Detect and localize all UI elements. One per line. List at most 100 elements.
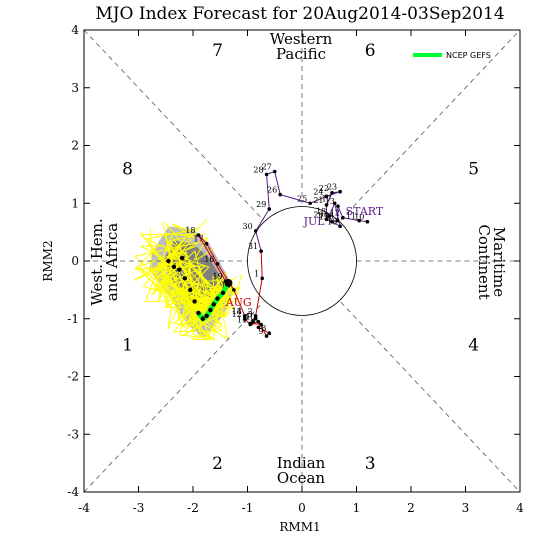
day-label: 13 — [232, 307, 242, 316]
observed-segment — [280, 194, 311, 204]
observed-track: 1011121314151617181920212223242526272829… — [185, 162, 370, 338]
observed-segment — [342, 217, 360, 222]
x-tick-label: -1 — [242, 501, 254, 515]
day-label: 30 — [242, 222, 252, 231]
x-tick-label: 2 — [407, 501, 415, 515]
observed-point — [264, 334, 269, 338]
phase-boundary-line — [340, 301, 521, 493]
day-label: 14 — [232, 307, 242, 316]
y-tick-label: -4 — [67, 485, 79, 499]
day-label: 7 — [250, 318, 255, 327]
region-label-line: Indian — [277, 454, 326, 472]
observed-point — [324, 217, 329, 222]
day-label: 10 — [354, 213, 364, 222]
forecast-point — [192, 299, 197, 304]
x-tick-label: -3 — [133, 501, 145, 515]
y-tick-label: 4 — [71, 23, 79, 37]
observed-point — [267, 207, 272, 211]
observed-point — [253, 314, 258, 318]
forecast-start-point — [224, 278, 233, 287]
unit-circle — [247, 206, 357, 316]
y-tick-label: 3 — [71, 81, 79, 95]
observed-point — [324, 203, 329, 207]
day-label: 2 — [248, 307, 253, 316]
observed-segment — [274, 171, 281, 195]
y-tick-label: 2 — [71, 139, 79, 153]
phase-label: 7 — [212, 41, 223, 61]
x-tick-label: 1 — [353, 501, 361, 515]
forecast-point — [220, 290, 226, 295]
region-west-hem-africa: West. Hem.and Africa — [88, 218, 121, 305]
day-label: 17 — [322, 194, 332, 203]
forecast-point — [200, 316, 206, 321]
y-tick-label: -3 — [67, 427, 79, 441]
observed-segment — [255, 230, 262, 252]
observed-point — [338, 189, 342, 194]
observed-point — [357, 218, 362, 223]
x-tick-label: -4 — [78, 501, 90, 515]
y-axis-label: RMM2 — [41, 240, 55, 281]
phase-label: 3 — [365, 454, 376, 474]
observed-point — [253, 316, 258, 321]
forecast-point — [182, 276, 188, 281]
day-label: 6 — [253, 316, 258, 325]
forecast-point — [166, 258, 171, 264]
day-label: 13 — [325, 197, 335, 206]
phase-boundary-line — [340, 29, 521, 221]
day-label: 20 — [313, 210, 323, 219]
x-tick-label: 4 — [516, 501, 524, 515]
day-label: 18 — [316, 207, 326, 216]
day-label: 24 — [313, 187, 323, 196]
observed-segment — [334, 203, 341, 227]
observed-point — [256, 319, 261, 324]
day-label: 9 — [258, 327, 263, 336]
day-label: 28 — [253, 165, 263, 174]
observed-point — [332, 201, 337, 206]
observed-segment — [260, 251, 263, 279]
forecast-point — [215, 296, 220, 301]
forecast-point — [196, 310, 201, 316]
x-tick-label: 3 — [462, 501, 470, 515]
day-label: 11 — [237, 316, 247, 325]
legend: NCEP GEFS — [413, 51, 491, 60]
phase-guide-lines — [83, 29, 521, 493]
forecast-point — [204, 313, 209, 319]
observed-point — [256, 325, 261, 330]
forecast-point — [179, 255, 185, 261]
x-axis-label: RMM1 — [279, 520, 320, 534]
day-label: 10 — [245, 313, 255, 322]
observed-segment — [266, 174, 270, 210]
region-label-line: Ocean — [277, 469, 326, 487]
day-label: 25 — [297, 194, 307, 203]
observed-segment — [233, 289, 246, 317]
forecast-point — [177, 267, 182, 272]
observed-point — [204, 241, 209, 246]
observed-point — [259, 322, 263, 327]
day-label: 27 — [262, 162, 272, 171]
region-label-line: Maritime — [490, 227, 508, 297]
day-label: 23 — [327, 183, 337, 192]
day-label: 12 — [330, 209, 340, 218]
observed-point — [242, 316, 247, 321]
y-tick-label: -2 — [67, 370, 79, 384]
day-label: 3 — [248, 310, 253, 319]
forecast-point — [208, 307, 213, 313]
day-label: 19 — [319, 213, 329, 222]
day-label: 19 — [213, 272, 223, 281]
observed-point — [253, 229, 258, 233]
region-label-line: and Africa — [103, 223, 121, 301]
day-label: 1 — [254, 269, 259, 278]
day-label: 29 — [256, 200, 266, 209]
observed-point — [327, 214, 332, 218]
legend-label: NCEP GEFS — [446, 51, 491, 60]
region-label-line: West. Hem. — [88, 218, 106, 305]
observed-point — [330, 219, 334, 224]
phase-boundary-line — [83, 29, 264, 221]
y-tick-label: -1 — [67, 312, 79, 326]
observed-point — [324, 194, 329, 199]
observed-point — [242, 314, 247, 318]
